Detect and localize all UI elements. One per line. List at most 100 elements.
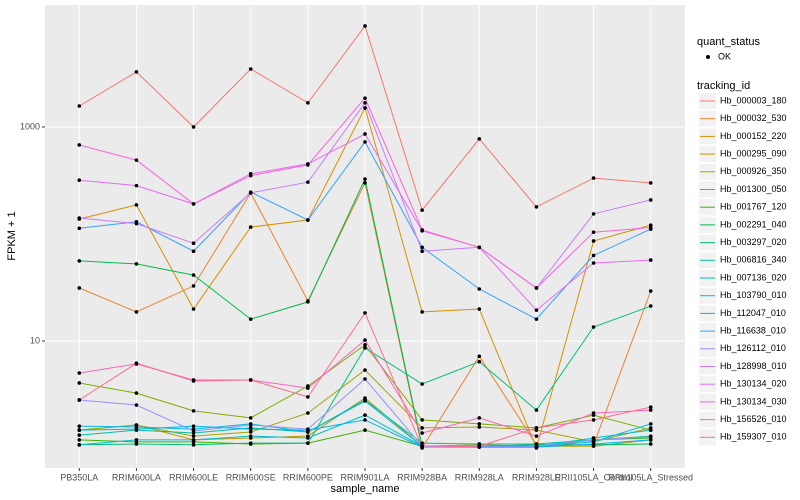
data-point	[248, 430, 253, 434]
data-point	[134, 262, 139, 266]
data-point	[77, 381, 82, 385]
data-point	[306, 436, 310, 440]
data-point	[134, 310, 139, 314]
data-point	[306, 300, 310, 304]
data-point	[648, 428, 653, 432]
data-point	[477, 137, 482, 141]
data-point	[191, 438, 196, 442]
data-point	[420, 245, 424, 250]
legend-label: Hb_001300_050	[720, 184, 787, 194]
data-point	[306, 218, 310, 222]
x-tick-label: RRIM928LA	[455, 472, 504, 482]
data-point	[534, 286, 539, 290]
data-point	[306, 101, 310, 105]
legend-title: quant_status	[697, 36, 760, 48]
data-point	[134, 391, 139, 395]
data-point	[191, 443, 196, 447]
data-point	[134, 70, 139, 74]
data-point	[648, 198, 653, 202]
data-point	[306, 427, 310, 431]
x-tick-label: RRIM600PE	[283, 472, 333, 482]
data-point	[534, 408, 539, 412]
data-point	[77, 178, 82, 183]
data-point	[477, 307, 482, 311]
legend-label: Hb_007136_020	[720, 272, 787, 282]
legend-label: Hb_130134_030	[720, 396, 787, 406]
data-point	[134, 442, 139, 446]
data-point	[77, 433, 82, 437]
y-axis-title: FPKM + 1	[6, 211, 18, 260]
data-point	[420, 418, 424, 422]
data-point	[248, 427, 253, 431]
data-point	[134, 203, 139, 207]
legend-label: OK	[718, 51, 731, 61]
data-point	[420, 431, 424, 435]
data-point	[363, 101, 367, 105]
data-point	[134, 183, 139, 188]
legend-label: Hb_130134_020	[720, 379, 787, 389]
data-point	[363, 399, 367, 403]
data-point	[77, 398, 82, 402]
data-point	[477, 425, 482, 429]
data-point	[248, 67, 253, 71]
data-point	[591, 325, 596, 329]
legend-label: Hb_128998_010	[720, 361, 787, 371]
data-point	[591, 212, 596, 216]
legend-label: Hb_116638_010	[720, 325, 786, 335]
data-point	[648, 408, 653, 412]
data-point	[534, 434, 539, 438]
legend-label: Hb_000152_220	[720, 131, 787, 141]
x-tick-label: RRIM901LA	[340, 472, 389, 482]
data-point	[134, 221, 139, 226]
data-point	[591, 418, 596, 422]
data-point	[363, 96, 367, 100]
legend-label: Hb_000032_530	[720, 113, 787, 123]
data-point	[420, 445, 424, 449]
legend-label: Hb_159307_010	[720, 432, 787, 442]
data-point	[191, 125, 196, 129]
data-point	[648, 405, 653, 409]
data-point	[363, 140, 367, 144]
legend-label: Hb_156526_010	[720, 414, 787, 424]
data-point	[363, 346, 367, 350]
data-point	[420, 228, 424, 232]
data-point	[477, 422, 482, 426]
data-point	[306, 411, 310, 415]
data-point	[77, 143, 82, 147]
data-point	[77, 226, 82, 231]
data-point	[591, 438, 596, 442]
legend-label: Hb_006816_340	[720, 255, 787, 265]
data-point	[477, 354, 482, 359]
data-point	[306, 395, 310, 399]
data-point	[77, 286, 82, 290]
data-point	[77, 104, 82, 108]
y-tick-label: 10	[30, 335, 40, 345]
data-point	[77, 371, 82, 375]
data-point	[363, 377, 367, 381]
data-point	[248, 173, 253, 178]
data-point	[648, 258, 653, 262]
data-point	[134, 158, 139, 162]
data-point	[363, 181, 367, 185]
legend-label: Hb_000295_090	[720, 148, 787, 158]
data-point	[648, 181, 653, 185]
data-point	[363, 106, 367, 110]
x-tick-label: RRIM928LE	[512, 472, 561, 482]
data-point	[363, 338, 367, 342]
data-point	[248, 434, 253, 438]
data-point	[363, 177, 367, 181]
data-point	[191, 379, 196, 383]
data-point	[77, 216, 82, 220]
data-point	[477, 444, 482, 448]
legend-label: Hb_126112_010	[720, 343, 786, 353]
x-tick-label: RRIM928BA	[397, 472, 447, 482]
data-point	[591, 230, 596, 234]
data-point	[591, 239, 596, 243]
y-tick-label: 1000	[20, 121, 40, 131]
data-point	[363, 428, 367, 432]
data-point	[134, 438, 139, 442]
data-point	[134, 427, 139, 431]
x-tick-label: RRII105LA_Stressed	[608, 472, 693, 482]
data-point	[191, 249, 196, 254]
